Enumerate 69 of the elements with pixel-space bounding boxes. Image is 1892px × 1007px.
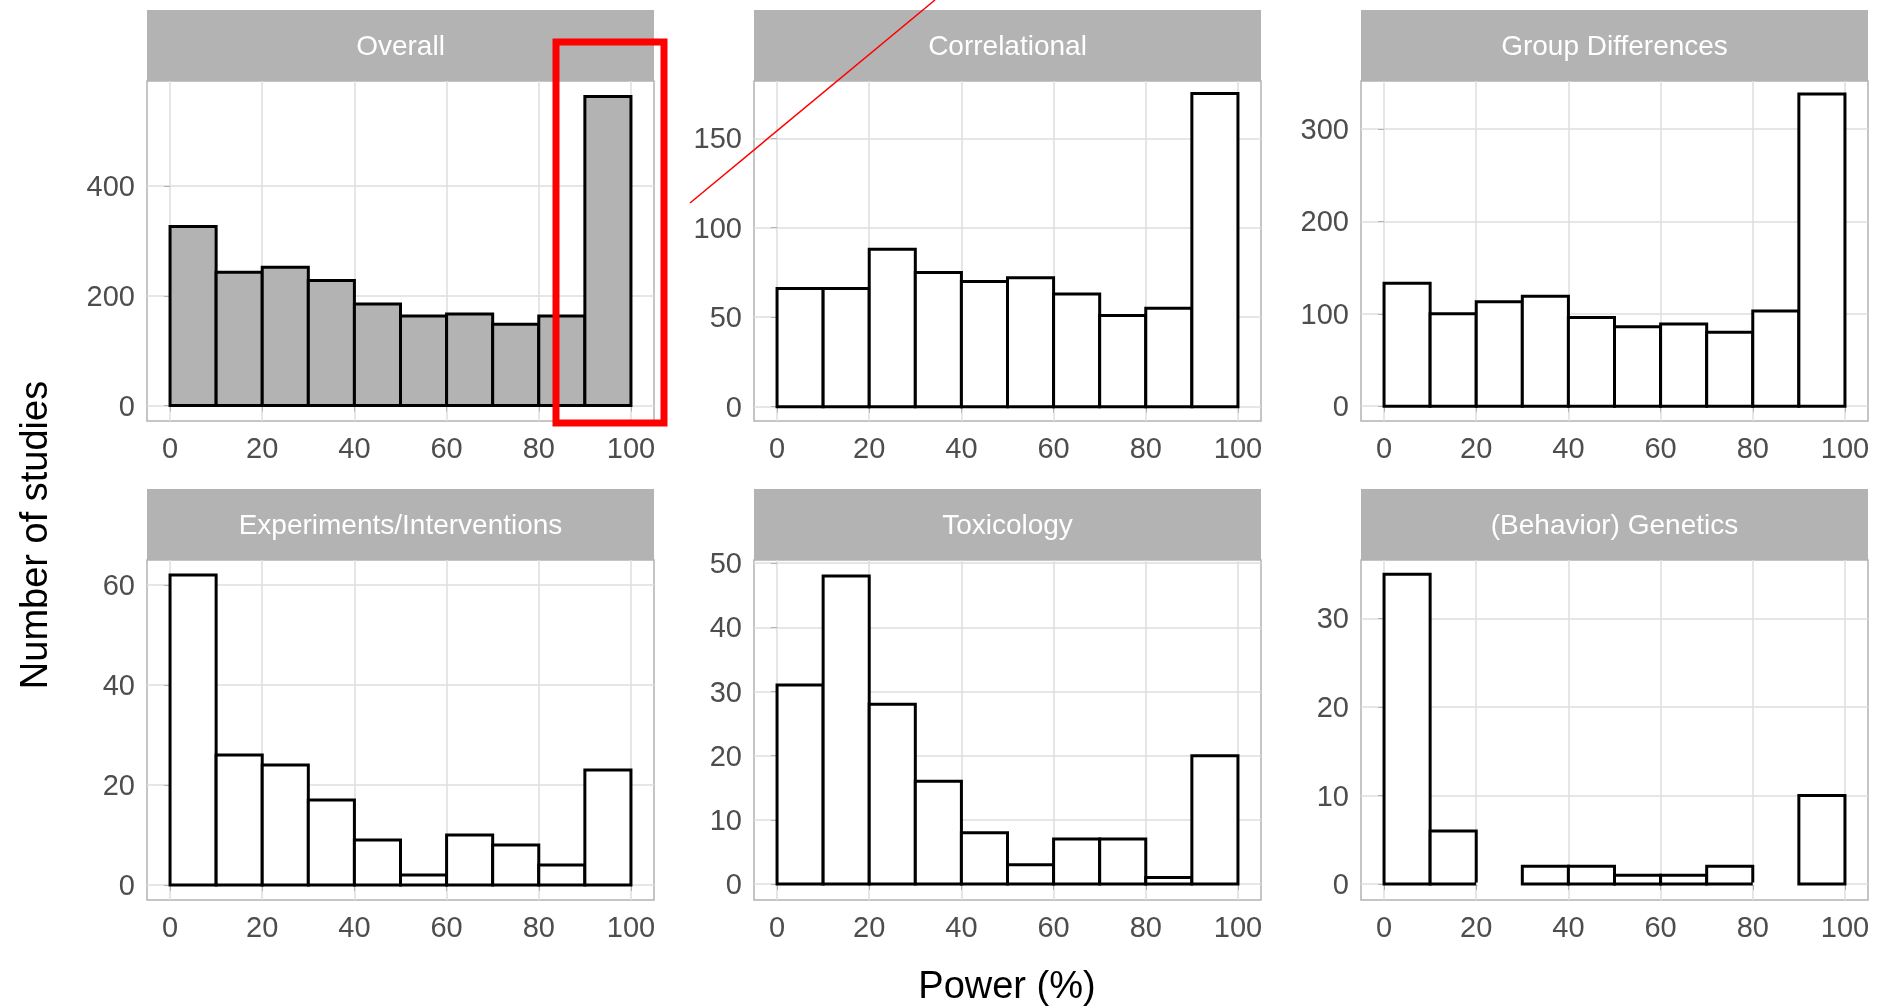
x-tick-label: 80 bbox=[1129, 431, 1162, 464]
chart-title: Group Differences bbox=[1501, 30, 1728, 61]
x-tick-label: 80 bbox=[1736, 431, 1769, 464]
x-tick-label: 80 bbox=[1736, 910, 1769, 943]
y-tick-label: 0 bbox=[1332, 390, 1349, 423]
y-tick-label: 100 bbox=[1300, 297, 1349, 330]
y-tick-label: 100 bbox=[693, 211, 742, 244]
chart-title: Experiments/Interventions bbox=[238, 509, 563, 540]
x-tick-label: 60 bbox=[1644, 910, 1677, 943]
y-tick-label: 0 bbox=[118, 869, 135, 901]
chart-title: Toxicology bbox=[942, 509, 1073, 540]
x-tick-label: 40 bbox=[338, 910, 371, 943]
y-tick-label: 40 bbox=[102, 669, 135, 701]
x-tick-label: 0 bbox=[1375, 431, 1393, 464]
y-tick-label: 300 bbox=[1300, 113, 1349, 146]
y-tick-label: 0 bbox=[725, 867, 742, 900]
x-tick-label: 100 bbox=[1213, 431, 1263, 464]
y-tick-label: 200 bbox=[86, 279, 135, 312]
x-tick-label: 0 bbox=[1375, 910, 1393, 943]
x-tick-label: 40 bbox=[1552, 910, 1585, 943]
x-tick-label: 40 bbox=[338, 431, 371, 464]
chart-title: Correlational bbox=[928, 30, 1087, 61]
chart-title: (Behavior) Genetics bbox=[1490, 509, 1739, 540]
x-tick-label: 60 bbox=[1037, 431, 1070, 464]
chart-title: Overall bbox=[356, 30, 445, 61]
x-tick-label: 60 bbox=[430, 910, 463, 943]
x-tick-label: 80 bbox=[522, 910, 555, 943]
x-tick-label: 60 bbox=[1037, 910, 1070, 943]
x-tick-label: 20 bbox=[246, 910, 279, 943]
x-tick-label: 60 bbox=[1644, 431, 1677, 464]
x-tick-label: 80 bbox=[1129, 910, 1162, 943]
y-tick-label: 20 bbox=[1316, 690, 1349, 723]
y-tick-label: 50 bbox=[709, 547, 742, 580]
x-tick-label: 100 bbox=[606, 910, 656, 943]
x-tick-label: 100 bbox=[1820, 910, 1870, 943]
y-tick-label: 200 bbox=[1300, 205, 1349, 238]
y-tick-label: 60 bbox=[102, 569, 135, 601]
y-tick-label: 400 bbox=[86, 169, 135, 202]
y-tick-label: 50 bbox=[709, 301, 742, 334]
x-tick-label: 0 bbox=[161, 910, 179, 943]
y-tick-label: 10 bbox=[1316, 779, 1349, 812]
x-axis-title: Power (%) bbox=[918, 963, 1096, 1007]
x-tick-label: 100 bbox=[1213, 910, 1263, 943]
x-tick-label: 40 bbox=[945, 431, 978, 464]
y-tick-label: 0 bbox=[725, 390, 742, 423]
x-tick-label: 0 bbox=[768, 910, 786, 943]
y-tick-label: 10 bbox=[709, 803, 742, 836]
y-tick-label: 20 bbox=[102, 769, 135, 801]
y-tick-label: 150 bbox=[693, 122, 742, 155]
y-tick-label: 0 bbox=[118, 389, 135, 422]
x-tick-label: 100 bbox=[1820, 431, 1870, 464]
x-tick-label: 20 bbox=[853, 431, 886, 464]
x-tick-label: 20 bbox=[1460, 431, 1493, 464]
x-tick-label: 40 bbox=[945, 910, 978, 943]
x-tick-label: 60 bbox=[430, 431, 463, 464]
y-tick-label: 30 bbox=[709, 675, 742, 708]
x-tick-label: 20 bbox=[246, 431, 279, 464]
y-tick-label: 30 bbox=[1316, 602, 1349, 635]
x-tick-label: 0 bbox=[161, 431, 179, 464]
y-axis-title: Number of studies bbox=[12, 380, 56, 690]
x-tick-label: 0 bbox=[768, 431, 786, 464]
x-tick-label: 20 bbox=[853, 910, 886, 943]
x-tick-label: 80 bbox=[522, 431, 555, 464]
x-tick-label: 40 bbox=[1552, 431, 1585, 464]
x-tick-label: 100 bbox=[606, 431, 656, 464]
x-tick-label: 20 bbox=[1460, 910, 1493, 943]
y-tick-label: 20 bbox=[709, 739, 742, 772]
y-tick-label: 40 bbox=[709, 611, 742, 644]
y-tick-label: 0 bbox=[1332, 868, 1349, 901]
